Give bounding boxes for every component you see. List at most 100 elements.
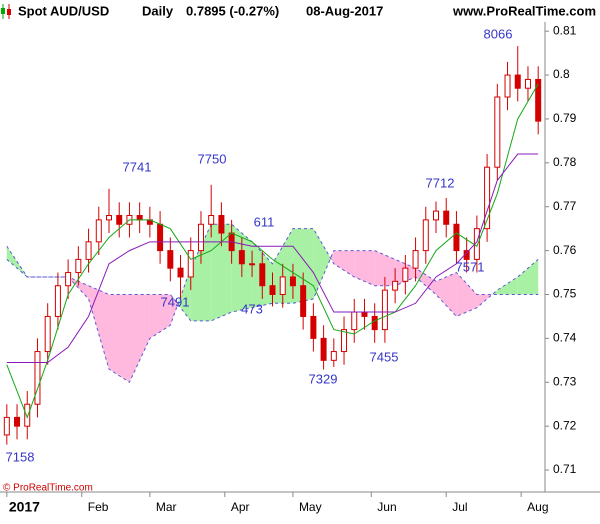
annotation: 7329 [309, 371, 338, 386]
cloud [497, 276, 518, 295]
y-tick-label: 0.76 [553, 243, 577, 257]
candle-body [289, 276, 296, 287]
candle-body [177, 267, 184, 278]
cloud [149, 294, 171, 339]
y-tick-label: 0.74 [553, 331, 577, 345]
candle-body [54, 285, 61, 317]
candle-body [514, 74, 521, 89]
indicator-line [6, 153, 539, 364]
source: www.ProRealTime.com [452, 3, 596, 18]
candle-body [494, 96, 501, 168]
cloud [109, 294, 130, 383]
annotation: 7741 [123, 159, 152, 174]
candle-body [259, 263, 266, 287]
candle-body [218, 214, 225, 234]
y-tick-label: 0.8 [553, 67, 570, 81]
cloud [129, 294, 150, 383]
candle-body [361, 311, 368, 317]
x-tick-label: 2017 [9, 499, 40, 515]
cloud [88, 285, 109, 370]
annotation: 473 [241, 301, 263, 316]
candle-body [443, 210, 450, 225]
x-tick-label: Jul [452, 500, 467, 514]
candle-body [279, 276, 286, 295]
title: Spot AUD/USD [18, 3, 109, 18]
date: 08-Aug-2017 [306, 3, 383, 18]
x-tick-label: Aug [527, 500, 548, 514]
candle-body [412, 250, 419, 269]
cloud [517, 259, 539, 295]
x-tick-label: Feb [88, 500, 109, 514]
cloud [415, 268, 436, 295]
cloud [177, 268, 191, 321]
y-tick-label: 0.71 [553, 462, 577, 476]
cloud [330, 250, 334, 264]
cloud [292, 228, 314, 304]
x-tick-label: May [299, 500, 322, 514]
last-price: 0.7895 (-0.27%) [186, 3, 279, 18]
logo [7, 9, 11, 15]
candle-body [402, 267, 409, 282]
annotation: 7455 [370, 349, 399, 364]
y-tick-label: 0.78 [553, 155, 577, 169]
annotation: 7750 [198, 151, 227, 166]
x-tick-label: Mar [156, 500, 177, 514]
cloud [333, 250, 355, 277]
annotation: 8066 [484, 26, 513, 41]
cloud [211, 224, 232, 321]
candle-body [392, 280, 399, 291]
y-tick-label: 0.77 [553, 199, 577, 213]
candle-body [484, 166, 491, 230]
cloud [456, 272, 477, 317]
candle-body [535, 78, 542, 122]
y-tick-label: 0.79 [553, 111, 577, 125]
cloud [354, 250, 375, 286]
candle-body [116, 214, 123, 225]
cloud [374, 250, 396, 286]
candle-body [320, 337, 327, 361]
cloud [190, 224, 212, 321]
y-tick-label: 0.72 [553, 418, 577, 432]
cloud [170, 294, 178, 326]
cloud [436, 272, 457, 317]
cloud-line [6, 250, 539, 322]
copyright: © ProRealTime.com [3, 483, 93, 494]
logo [1, 8, 5, 14]
y-tick-label: 0.75 [553, 287, 577, 301]
candle-body [65, 272, 72, 287]
candle-body [371, 315, 378, 331]
period: Daily [142, 3, 174, 18]
x-tick-label: Apr [231, 500, 250, 514]
candle-body [44, 315, 51, 353]
candle-body [330, 351, 337, 361]
candle-body [75, 258, 82, 274]
candle-body [208, 214, 215, 225]
header-bg [0, 0, 600, 22]
candle-body [197, 223, 204, 252]
candle-body [524, 78, 531, 89]
candle-body [34, 351, 41, 405]
annotation: 7491 [161, 294, 190, 309]
y-tick-label: 0.81 [553, 23, 577, 37]
candle-body [238, 250, 245, 265]
candle-body [269, 285, 276, 295]
annotation: 7571 [456, 259, 485, 274]
candle-body [433, 210, 439, 221]
candle-body [106, 214, 112, 221]
candle-body [24, 403, 31, 427]
candle-body [381, 289, 388, 331]
annotation: 7712 [426, 175, 455, 190]
annotation: 611 [254, 214, 275, 229]
candle-body [167, 250, 174, 269]
x-tick-label: Jun [377, 500, 396, 514]
candle-body [187, 250, 194, 278]
candle-body [351, 311, 358, 331]
candle-body [3, 416, 10, 436]
annotation: 7158 [6, 449, 35, 464]
candle-body [310, 315, 317, 339]
candle-body [341, 329, 348, 353]
candle-body [14, 416, 21, 427]
candle-body [249, 263, 256, 266]
